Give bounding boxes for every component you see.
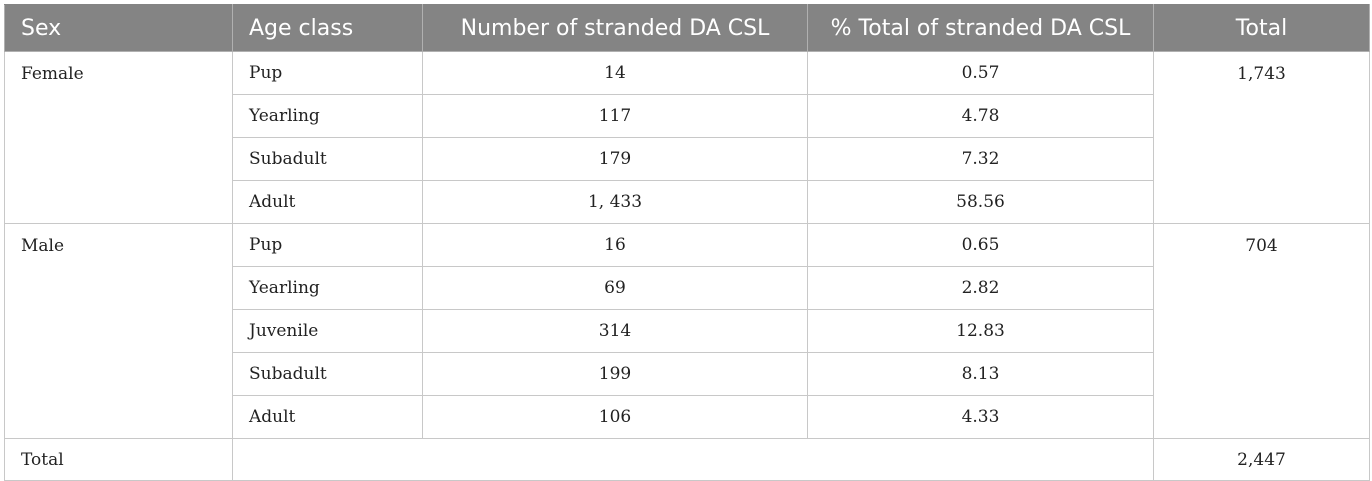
- number-cell: 179: [422, 137, 808, 181]
- header-number: Number of stranded DA CSL: [422, 4, 808, 52]
- age-class-cell: Pup: [232, 51, 423, 95]
- table-row: Juvenile 314 12.83: [5, 309, 1370, 353]
- percent-cell: 8.13: [807, 352, 1154, 396]
- number-cell: 199: [422, 352, 808, 396]
- table-row: Yearling 117 4.78: [5, 94, 1370, 138]
- sex-cell-male: Male: [4, 223, 233, 439]
- age-class-cell: Yearling: [232, 266, 423, 310]
- table-row: Male Pup 16 0.65 704: [4, 223, 1370, 439]
- grand-total-empty-cell: [232, 438, 1154, 481]
- percent-cell: 58.56: [807, 180, 1154, 224]
- age-class-cell: Juvenile: [232, 309, 423, 353]
- percent-cell: 2.82: [807, 266, 1154, 310]
- grand-total-value: 2,447: [1153, 438, 1370, 481]
- header-total: Total: [1153, 4, 1370, 52]
- header-sex: Sex: [4, 4, 233, 52]
- percent-cell: 0.57: [807, 51, 1154, 95]
- number-cell: 106: [422, 395, 808, 439]
- table-row: Adult 1, 433 58.56: [5, 180, 1370, 224]
- table-row: Yearling 69 2.82: [5, 266, 1370, 310]
- table-row: Subadult 199 8.13: [5, 352, 1370, 396]
- table-body: Female Pup 14 0.57 1,743 Yearling 117 4.…: [4, 51, 1370, 481]
- table-row: Subadult 179 7.32: [5, 137, 1370, 181]
- number-cell: 69: [422, 266, 808, 310]
- total-cell-female: 1,743: [1153, 51, 1370, 224]
- age-class-cell: Pup: [232, 223, 423, 267]
- age-class-cell: Adult: [232, 395, 423, 439]
- percent-cell: 0.65: [807, 223, 1154, 267]
- header-age-class: Age class: [232, 4, 423, 52]
- table-row: Adult 106 4.33: [5, 395, 1370, 439]
- percent-cell: 12.83: [807, 309, 1154, 353]
- number-cell: 14: [422, 51, 808, 95]
- header-row: Sex Age class Number of stranded DA CSL …: [4, 4, 1370, 52]
- age-class-cell: Subadult: [232, 137, 423, 181]
- table-row: Female Pup 14 0.57 1,743: [4, 51, 1370, 224]
- grand-total-label: Total: [4, 438, 233, 481]
- table-header: Sex Age class Number of stranded DA CSL …: [4, 4, 1370, 52]
- age-class-cell: Adult: [232, 180, 423, 224]
- number-cell: 117: [422, 94, 808, 138]
- total-cell-male: 704: [1153, 223, 1370, 439]
- number-cell: 314: [422, 309, 808, 353]
- percent-cell: 4.33: [807, 395, 1154, 439]
- percent-cell: 7.32: [807, 137, 1154, 181]
- number-cell: 16: [422, 223, 808, 267]
- header-percent: % Total of stranded DA CSL: [807, 4, 1154, 52]
- sex-cell-female: Female: [4, 51, 233, 224]
- percent-cell: 4.78: [807, 94, 1154, 138]
- grand-total-row: Total 2,447: [4, 438, 1370, 481]
- age-class-cell: Subadult: [232, 352, 423, 396]
- age-class-cell: Yearling: [232, 94, 423, 138]
- number-cell: 1, 433: [422, 180, 808, 224]
- stranded-csl-table: Sex Age class Number of stranded DA CSL …: [4, 4, 1370, 481]
